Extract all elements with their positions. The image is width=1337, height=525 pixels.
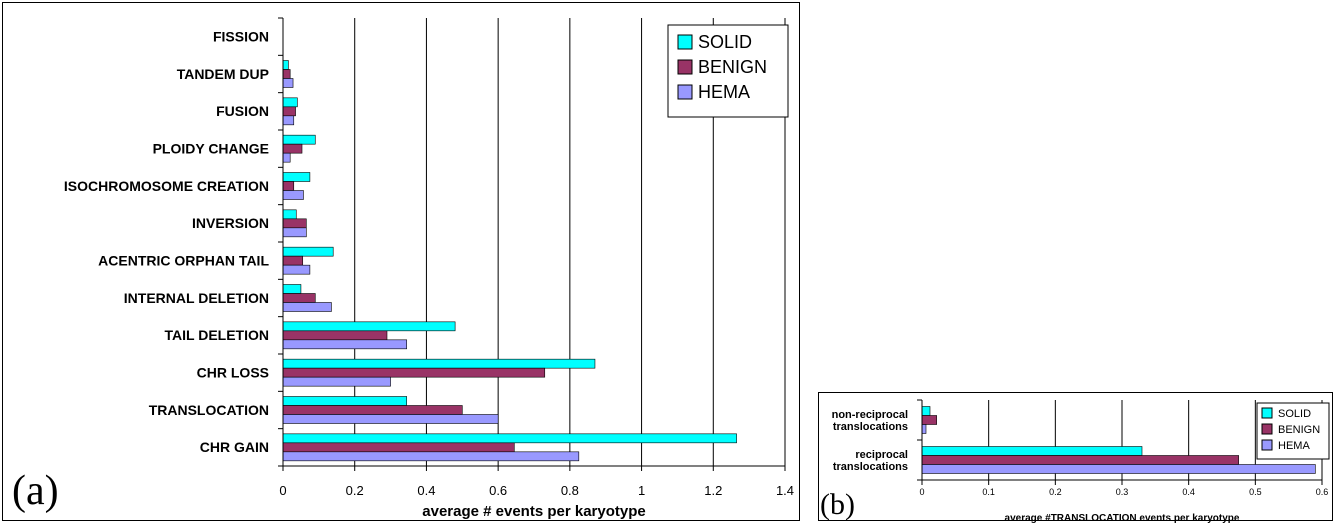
legend-swatch [677, 34, 693, 50]
x-tick-label: 0.5 [1249, 487, 1262, 497]
bar [282, 190, 304, 200]
x-tick-label: 0.4 [1182, 487, 1195, 497]
bar [921, 455, 1239, 465]
bar [282, 172, 311, 182]
bar [282, 143, 303, 154]
bar [282, 78, 294, 88]
category-label: TANDEM DUP [177, 66, 269, 82]
bar [921, 406, 931, 416]
bar [282, 218, 307, 229]
legend-swatch [677, 84, 693, 100]
panel-label-a: (a) [12, 468, 59, 514]
chart-b: reciprocaltranslocationsnon-reciprocaltr… [832, 399, 1330, 524]
x-tick-label: 0.6 [489, 483, 507, 498]
bar [282, 405, 463, 415]
bar [282, 414, 499, 424]
category-label: translocations [833, 421, 908, 433]
bar [921, 464, 1316, 474]
bar [921, 415, 937, 425]
bar [282, 396, 408, 406]
legend-swatch [1261, 423, 1273, 435]
bar [282, 115, 295, 126]
legend-swatch [1261, 407, 1273, 419]
legend-label: SOLID [1278, 408, 1311, 420]
x-tick-label: 0 [919, 487, 924, 497]
panel-label-b: (b) [820, 488, 855, 521]
bar [282, 255, 304, 266]
category-label: TRANSLOCATION [149, 402, 269, 418]
bar [282, 246, 334, 257]
chart-a: CHR GAIN TRANSLOCATION CHR LOSS TAIL DELETI… [64, 17, 794, 520]
category-label: PLOIDY CHANGE [153, 141, 269, 157]
x-tick-label: 0.1 [982, 487, 995, 497]
x-axis-label: average # events per karyotype [422, 503, 645, 520]
category-label: FUSION [216, 103, 269, 119]
category-label: CHR GAIN [200, 439, 269, 455]
bar [282, 152, 291, 163]
bar [282, 69, 291, 79]
legend-label: HEMA [698, 82, 750, 102]
category-label: ACENTRIC ORPHAN TAIL [98, 253, 269, 269]
bar [282, 293, 316, 303]
legend-swatch [1261, 439, 1273, 451]
category-label: reciprocal [855, 449, 908, 461]
x-tick-label: 0.2 [1049, 487, 1062, 497]
bar [282, 376, 391, 387]
category-label: translocations [833, 461, 908, 473]
bar [282, 339, 408, 350]
x-tick-label: 0.2 [346, 483, 364, 498]
x-tick-label: 0 [279, 483, 286, 498]
bar [282, 330, 388, 341]
bar [282, 181, 295, 191]
bar [921, 424, 927, 434]
legend-label: SOLID [698, 32, 752, 52]
x-tick-label: 0.6 [1316, 487, 1329, 497]
x-tick-label: 0.8 [561, 483, 579, 498]
legend-label: BENIGN [1278, 424, 1320, 436]
category-label: non-reciprocal [832, 409, 908, 421]
x-tick-label: 0.4 [417, 483, 435, 498]
bar [282, 302, 332, 312]
bar [282, 367, 546, 378]
x-tick-label: 1.4 [776, 483, 794, 498]
bar [921, 446, 1143, 456]
category-label: TAIL DELETION [165, 327, 269, 343]
bar [282, 284, 302, 294]
category-label: CHR LOSS [197, 365, 269, 381]
legend-label: HEMA [1278, 440, 1310, 452]
bar [282, 433, 737, 444]
category-label: ISOCHROMOSOME CREATION [64, 178, 269, 194]
bar [282, 97, 298, 108]
legend-label: BENIGN [698, 57, 767, 77]
bar [282, 264, 311, 275]
x-tick-label: 1.2 [704, 483, 722, 498]
x-axis-label: average #TRANSLOCATION events per karyot… [1005, 513, 1240, 524]
bar [282, 106, 296, 117]
x-tick-label: 1 [638, 483, 645, 498]
bar [282, 442, 515, 453]
category-label: FISSION [213, 29, 269, 45]
bar [282, 209, 297, 220]
bar [282, 134, 316, 145]
category-label: INTERNAL DELETION [124, 290, 269, 306]
category-label: INVERSION [192, 215, 269, 231]
x-tick-label: 0.3 [1116, 487, 1129, 497]
bar [282, 60, 289, 70]
bar [282, 358, 596, 369]
legend-swatch [677, 59, 693, 75]
bar [282, 227, 307, 238]
bar [282, 321, 456, 332]
bar [282, 451, 580, 462]
